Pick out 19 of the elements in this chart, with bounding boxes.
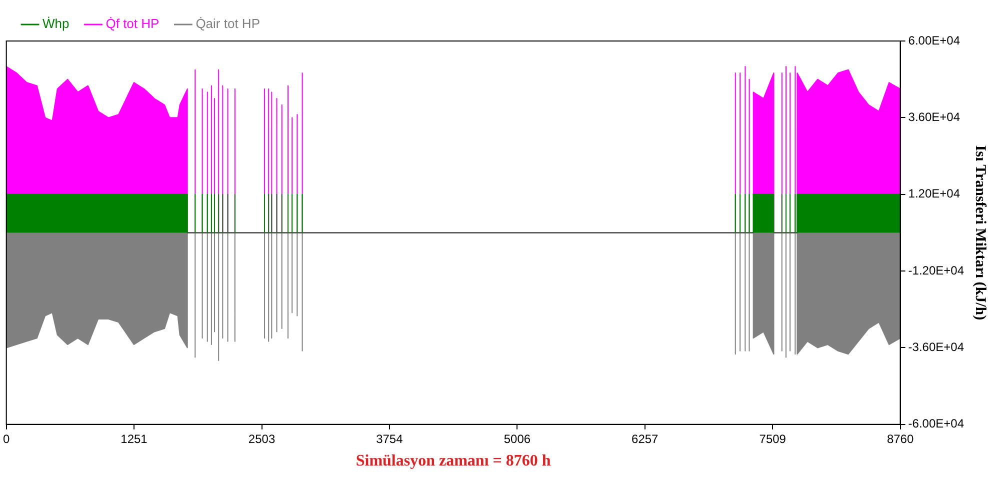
y-tick-label: 6.00E+04: [908, 33, 960, 48]
x-tick-label: 1251: [120, 432, 148, 446]
y-tick-label: 1.20E+04: [908, 186, 960, 201]
y-axis-title: Isı Transferi Miktarı (kJ/h): [972, 145, 988, 320]
y-tick-label: -6.00E+04: [908, 416, 964, 431]
legend-label: Ẇhp: [42, 16, 70, 32]
x-tick-label: 6257: [632, 432, 659, 446]
y-tick-label: -1.20E+04: [908, 263, 964, 278]
y-tick-label: -3.60E+04: [908, 340, 964, 354]
x-tick-label: 5006: [504, 432, 531, 446]
x-tick-label: 8760: [886, 432, 914, 446]
y-tick-label: 3.60E+04: [908, 110, 960, 124]
legend-label: Q̇air tot HP: [196, 16, 260, 32]
legend-label: Q̇f tot HP: [106, 16, 160, 32]
x-tick-label: 2503: [248, 432, 276, 446]
x-tick-label: 3754: [376, 432, 404, 446]
x-tick-label: 0: [2, 432, 10, 446]
x-axis-title: Simülasyon zamanı = 8760 h: [356, 452, 551, 470]
x-tick-label: 7509: [759, 432, 786, 446]
